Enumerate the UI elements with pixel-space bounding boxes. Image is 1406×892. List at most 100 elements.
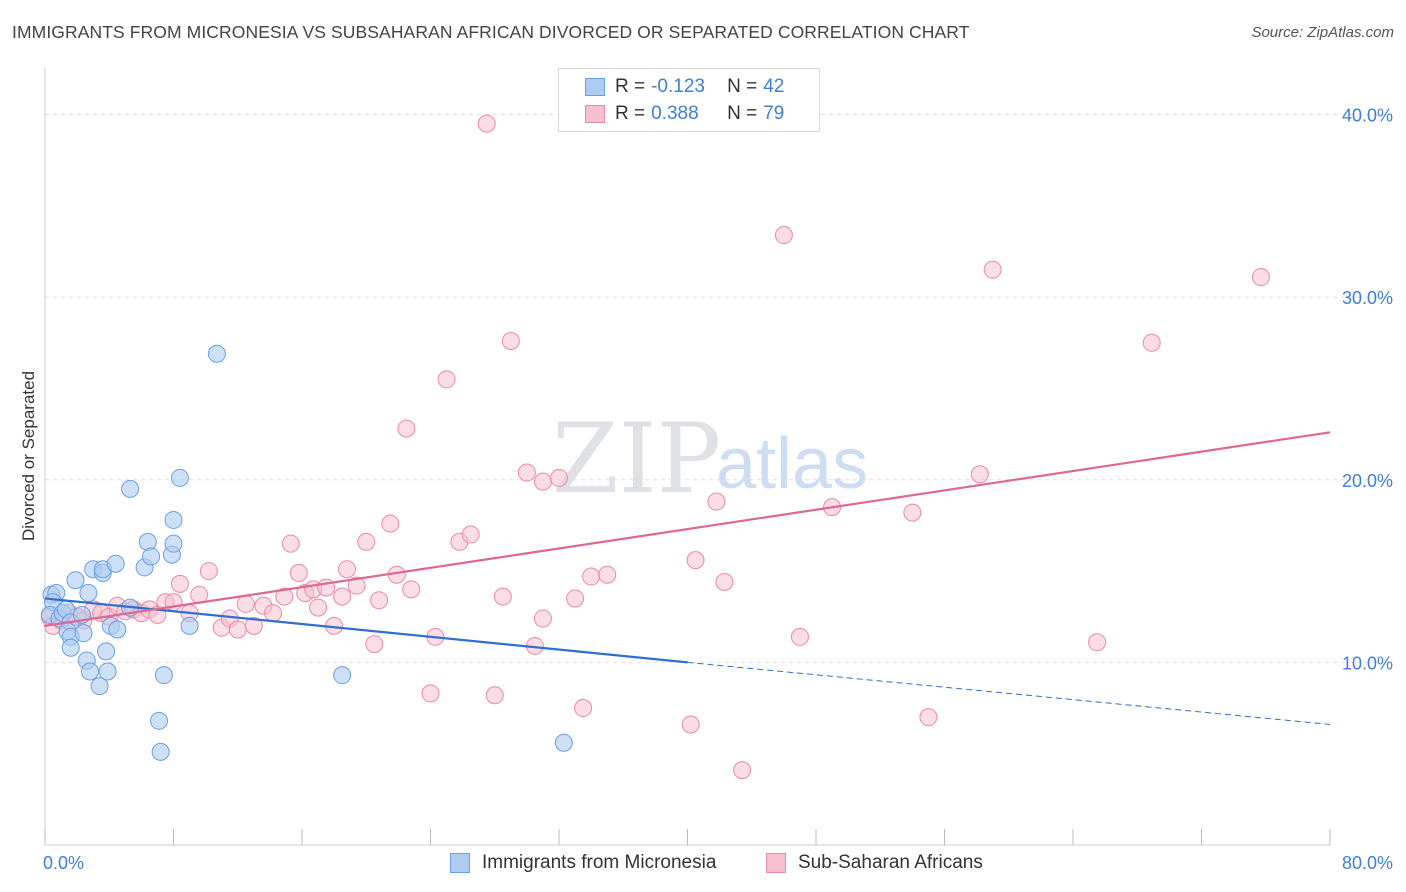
point-subsaharan — [566, 589, 585, 608]
point-subsaharan — [170, 574, 189, 593]
point-subsaharan — [983, 260, 1002, 279]
point-subsaharan — [790, 627, 809, 646]
watermark-atlas: atlas — [716, 424, 868, 504]
series-legend: Immigrants from Micronesia Sub-Saharan A… — [0, 852, 1406, 878]
legend-label-micronesia: Immigrants from Micronesia — [482, 852, 717, 873]
legend-item-micronesia[interactable]: Immigrants from Micronesia — [450, 852, 716, 874]
point-micronesia — [74, 624, 93, 643]
point-micronesia — [180, 616, 199, 635]
legend-n-label: N = — [727, 76, 758, 97]
legend-row-subsaharan: R = 0.388 N = 79 — [585, 102, 784, 126]
correlation-legend: R = -0.123 N = 42 R = 0.388 N = 79 — [558, 68, 820, 132]
point-subsaharan — [228, 620, 247, 639]
point-micronesia — [90, 677, 109, 696]
y-axis-label: Divorced or Separated — [19, 371, 38, 541]
point-subsaharan — [707, 492, 726, 511]
point-subsaharan — [381, 514, 400, 533]
chart-title: IMMIGRANTS FROM MICRONESIA VS SUBSAHARAN… — [12, 22, 970, 42]
point-subsaharan — [919, 708, 938, 727]
point-subsaharan — [244, 616, 263, 635]
axes — [44, 68, 1331, 846]
legend-swatch-blue — [585, 78, 605, 96]
legend-n-value: 42 — [763, 76, 785, 97]
legend-r-label: R = — [615, 76, 646, 97]
point-subsaharan — [598, 565, 617, 584]
point-subsaharan — [681, 715, 700, 734]
point-subsaharan — [970, 465, 989, 484]
trend-lines — [44, 431, 1331, 725]
point-micronesia — [164, 510, 183, 529]
point-subsaharan — [485, 686, 504, 705]
point-subsaharan — [1088, 633, 1107, 652]
point-subsaharan — [365, 635, 384, 654]
point-micronesia — [97, 642, 116, 661]
point-subsaharan — [289, 563, 308, 582]
point-subsaharan — [1142, 333, 1161, 352]
point-micronesia — [66, 571, 85, 590]
legend-r-value: 0.388 — [651, 103, 699, 124]
point-subsaharan — [493, 587, 512, 606]
point-micronesia — [61, 638, 80, 657]
trend-line-subsaharan — [44, 431, 1331, 627]
point-subsaharan — [437, 370, 456, 389]
legend-row-micronesia: R = -0.123 N = 42 — [585, 75, 784, 99]
tick-labels: 10.0% 20.0% 30.0% 40.0% 0.0% 80.0% — [43, 106, 1393, 873]
y-tick-label: 30.0% — [1342, 288, 1393, 308]
point-subsaharan — [281, 534, 300, 553]
point-subsaharan — [337, 560, 356, 579]
point-subsaharan — [275, 587, 294, 606]
grid-lines — [45, 114, 1392, 663]
point-subsaharan — [733, 761, 752, 780]
y-tick-label: 10.0% — [1342, 653, 1393, 673]
legend-swatch-blue — [450, 853, 470, 873]
point-micronesia — [121, 479, 140, 498]
point-subsaharan — [903, 503, 922, 522]
trend-line-micronesia — [44, 597, 688, 664]
legend-label-subsaharan: Sub-Saharan Africans — [798, 852, 983, 873]
legend-r-label: R = — [615, 103, 646, 124]
trend-line-micronesia-extrapolated — [687, 661, 1331, 725]
point-micronesia — [151, 742, 170, 761]
legend-r-value: -0.123 — [651, 76, 705, 97]
point-subsaharan — [686, 551, 705, 570]
point-micronesia — [138, 532, 157, 551]
point-subsaharan — [402, 580, 421, 599]
point-subsaharan — [370, 591, 389, 610]
point-micronesia — [79, 583, 98, 602]
point-micronesia — [164, 534, 183, 553]
point-subsaharan — [199, 562, 218, 581]
point-subsaharan — [421, 684, 440, 703]
point-subsaharan — [501, 331, 520, 350]
legend-swatch-pink — [766, 853, 786, 873]
point-micronesia — [333, 666, 352, 685]
point-subsaharan — [517, 463, 536, 482]
legend-item-subsaharan[interactable]: Sub-Saharan Africans — [766, 852, 983, 874]
legend-n-value: 79 — [763, 103, 785, 124]
point-micronesia — [554, 733, 573, 752]
point-subsaharan — [774, 226, 793, 245]
point-subsaharan — [533, 472, 552, 491]
legend-swatch-pink — [585, 105, 605, 123]
point-subsaharan — [1251, 268, 1270, 287]
point-subsaharan — [574, 699, 593, 718]
point-subsaharan — [264, 604, 283, 623]
legend-n-label: N = — [727, 103, 758, 124]
point-micronesia — [106, 554, 125, 573]
source-label: Source: ZipAtlas.com — [1251, 24, 1394, 41]
point-micronesia — [154, 666, 173, 685]
point-micronesia — [142, 547, 161, 566]
point-micronesia — [170, 468, 189, 487]
point-subsaharan — [333, 587, 352, 606]
watermark-zip: ZIP — [552, 403, 721, 515]
point-subsaharan — [347, 576, 366, 595]
point-micronesia — [207, 344, 226, 363]
point-subsaharan — [397, 419, 416, 438]
point-micronesia — [108, 620, 127, 639]
point-subsaharan — [461, 525, 480, 544]
x-tick-label: 0.0% — [43, 853, 84, 873]
y-tick-label: 40.0% — [1342, 106, 1393, 126]
point-micronesia — [98, 662, 117, 681]
point-subsaharan — [357, 532, 376, 551]
point-subsaharan — [715, 573, 734, 592]
